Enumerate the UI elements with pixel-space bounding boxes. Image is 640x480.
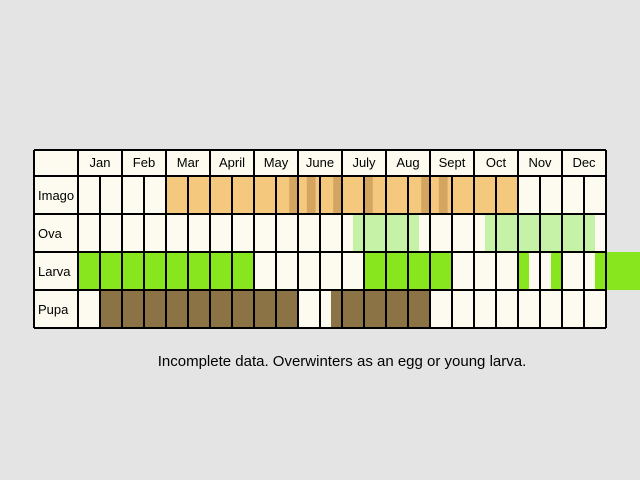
- larva-period-bar-4: [595, 252, 640, 290]
- month-label-june: June: [306, 155, 334, 170]
- imago-shade-bar-3: [364, 176, 373, 214]
- month-label-oct: Oct: [486, 155, 507, 170]
- month-label-dec: Dec: [572, 155, 596, 170]
- month-label-mar: Mar: [177, 155, 200, 170]
- month-label-jan: Jan: [90, 155, 111, 170]
- month-label-nov: Nov: [528, 155, 552, 170]
- month-label-aug: Aug: [396, 155, 419, 170]
- row-label-larva: Larva: [38, 264, 71, 279]
- month-label-april: April: [219, 155, 245, 170]
- chart-grid-lines: [33, 149, 607, 329]
- imago-shade-bar-1: [306, 176, 316, 214]
- month-label-july: July: [352, 155, 376, 170]
- row-label-pupa: Pupa: [38, 302, 69, 317]
- month-header: Jan Feb Mar April May June July Aug Sept Oct Nov De…: [90, 155, 597, 170]
- month-label-may: May: [264, 155, 289, 170]
- imago-shade-bar-5: [438, 176, 448, 214]
- row-label-imago: Imago: [38, 188, 74, 203]
- caption-note: Incomplete data. Overwinters as an egg o…: [157, 353, 527, 370]
- pupa-period-bar-0: [100, 290, 298, 328]
- month-label-feb: Feb: [133, 155, 155, 170]
- pupa-period-bar-1: [331, 290, 430, 328]
- imago-shade-bar-4: [421, 176, 430, 214]
- imago-shade-bar-2: [333, 176, 342, 214]
- month-label-sept: Sept: [439, 155, 466, 170]
- stage-labels: Imago Ova Larva Pupa: [38, 188, 74, 317]
- row-label-ova: Ova: [38, 226, 63, 241]
- larva-period-bar-3: [551, 252, 562, 290]
- larva-period-bar-2: [518, 252, 529, 290]
- imago-shade-bar-0: [289, 176, 298, 214]
